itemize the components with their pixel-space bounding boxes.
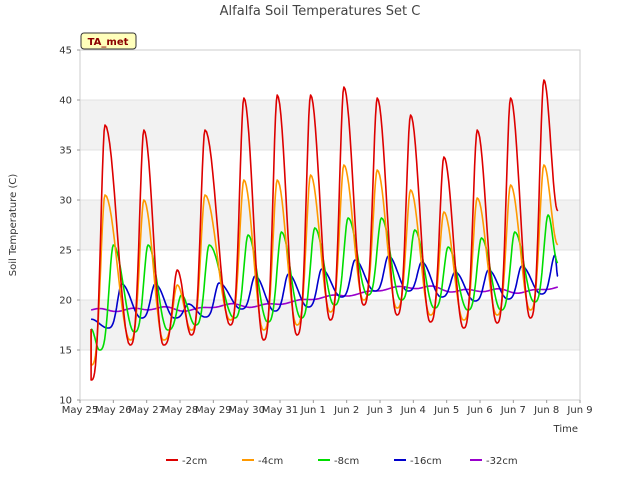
badge-text: TA_met bbox=[88, 37, 129, 48]
x-tick-label: May 29 bbox=[195, 405, 232, 416]
x-tick-label: May 31 bbox=[262, 405, 299, 416]
x-tick-label: May 25 bbox=[62, 405, 99, 416]
x-tick-label: Jun 8 bbox=[533, 405, 559, 416]
y-axis-ticks: 10 15 20 25 30 35 40 45 bbox=[59, 46, 80, 407]
x-tick-label: Jun 7 bbox=[500, 405, 526, 416]
y-tick-label: 10 bbox=[59, 396, 72, 407]
y-tick-label: 25 bbox=[59, 246, 72, 257]
band bbox=[80, 100, 580, 150]
legend-item: -4cm bbox=[242, 456, 283, 467]
plot-background-bands bbox=[80, 100, 580, 350]
band bbox=[80, 300, 580, 350]
x-tick-label: Jun 3 bbox=[366, 405, 392, 416]
y-axis-label: Soil Temperature (C) bbox=[8, 174, 19, 277]
x-tick-label: Jun 4 bbox=[400, 405, 426, 416]
y-tick-label: 20 bbox=[59, 296, 72, 307]
x-tick-label: Jun 5 bbox=[433, 405, 459, 416]
badge-box bbox=[80, 32, 137, 50]
legend-item: -16cm bbox=[394, 456, 442, 467]
legend-item: -2cm bbox=[166, 456, 207, 467]
legend-label: -16cm bbox=[410, 456, 442, 467]
x-tick-label: May 28 bbox=[162, 405, 199, 416]
legend-label: -4cm bbox=[258, 456, 283, 467]
y-tick-label: 40 bbox=[59, 96, 72, 107]
legend-label: -8cm bbox=[334, 456, 359, 467]
x-axis-label: Time bbox=[553, 424, 578, 435]
x-tick-label: May 27 bbox=[128, 405, 165, 416]
y-tick-label: 15 bbox=[59, 346, 72, 357]
legend-label: -32cm bbox=[486, 456, 518, 467]
x-tick-label: Jun 1 bbox=[300, 405, 326, 416]
x-tick-label: Jun 2 bbox=[333, 405, 359, 416]
y-tick-label: 30 bbox=[59, 196, 72, 207]
legend-label: -2cm bbox=[182, 456, 207, 467]
legend-item: -8cm bbox=[318, 456, 359, 467]
x-tick-label: May 26 bbox=[95, 405, 132, 416]
series-line-minus-2cm bbox=[90, 79, 559, 381]
x-tick-label: Jun 9 bbox=[566, 405, 592, 416]
x-tick-label: Jun 6 bbox=[466, 405, 492, 416]
chart-title: Alfalfa Soil Temperatures Set C bbox=[220, 4, 421, 19]
ta-met-badge: TA_met bbox=[80, 32, 137, 50]
y-tick-label: 35 bbox=[59, 146, 72, 157]
series-layer bbox=[90, 79, 559, 381]
x-tick-label: May 30 bbox=[228, 405, 265, 416]
legend-item: -32cm bbox=[470, 456, 518, 467]
y-tick-label: 45 bbox=[59, 46, 72, 57]
band bbox=[80, 200, 580, 250]
series-line-minus-32cm bbox=[90, 285, 559, 313]
plot-frame bbox=[79, 49, 581, 401]
legend: -2cm -4cm -8cm -16cm -32cm bbox=[166, 456, 518, 467]
